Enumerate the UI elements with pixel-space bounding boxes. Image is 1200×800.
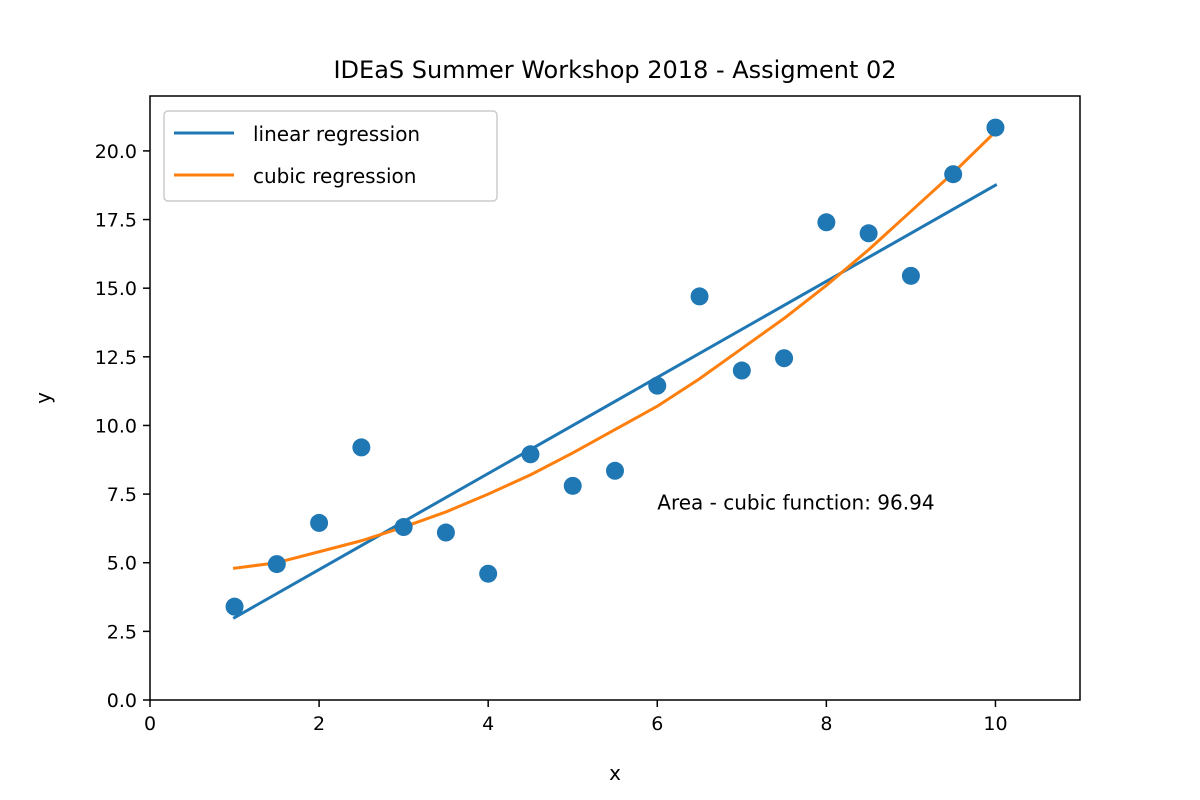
y-tick-label: 20.0 — [95, 141, 137, 163]
y-tick-label: 0.0 — [107, 690, 137, 712]
data-point — [436, 523, 455, 542]
x-tick-label: 4 — [482, 713, 494, 735]
y-tick-label: 15.0 — [95, 278, 137, 300]
data-point — [690, 287, 709, 306]
plot-area — [225, 118, 1005, 620]
x-tick-label: 6 — [651, 713, 663, 735]
y-tick-label: 7.5 — [107, 484, 137, 506]
chart-title: IDEaS Summer Workshop 2018 - Assigment 0… — [333, 56, 896, 84]
y-tick-label: 5.0 — [107, 553, 137, 575]
legend: linear regression cubic regression — [163, 110, 498, 202]
y-tick-label: 12.5 — [95, 347, 137, 369]
y-tick-label: 2.5 — [107, 621, 137, 643]
data-point — [225, 597, 244, 616]
linear-regression-line — [232, 183, 998, 620]
data-point — [817, 213, 836, 232]
data-point — [606, 461, 624, 480]
x-tick-label: 0 — [144, 713, 156, 735]
data-point — [944, 165, 963, 184]
x-axis-label: x — [609, 761, 621, 785]
annotations: Area - cubic function: 96.94 — [657, 490, 934, 514]
y-axis: 0.0 2.5 5.0 7.5 10.0 12.5 15.0 17.5 20.0 — [95, 141, 150, 712]
legend-box — [163, 110, 498, 202]
data-point — [521, 445, 540, 464]
data-point — [901, 266, 920, 285]
y-tick-label: 10.0 — [95, 415, 137, 437]
data-point — [986, 118, 1005, 137]
data-point — [479, 564, 498, 583]
x-tick-label: 8 — [820, 713, 832, 735]
data-point — [859, 224, 878, 243]
x-tick-label: 10 — [983, 713, 1007, 735]
x-tick-label: 2 — [313, 713, 325, 735]
x-axis: 0 2 4 6 8 10 — [144, 700, 1008, 735]
y-tick-label: 17.5 — [95, 210, 137, 232]
axes-frame — [149, 95, 1081, 701]
data-point — [394, 518, 413, 537]
data-point — [310, 513, 329, 532]
data-point — [267, 555, 286, 574]
data-point — [352, 438, 371, 457]
area-annotation: Area - cubic function: 96.94 — [657, 490, 934, 514]
legend-label-linear: linear regression — [253, 122, 420, 146]
data-point — [732, 361, 751, 380]
data-point — [775, 349, 794, 368]
data-point — [563, 476, 582, 495]
y-axis-label: y — [31, 392, 55, 404]
data-point — [648, 376, 667, 395]
legend-label-cubic: cubic regression — [253, 164, 416, 188]
cubic-regression-line — [232, 129, 998, 570]
